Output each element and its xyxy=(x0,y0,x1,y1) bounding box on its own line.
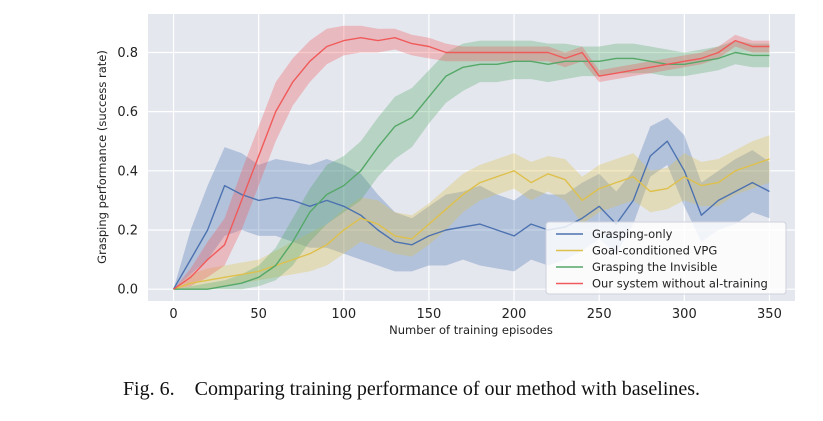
y-tick-label: 0.0 xyxy=(117,283,138,298)
legend-box xyxy=(545,221,787,295)
x-tick-label: 0 xyxy=(169,307,177,322)
y-tick-labels: 0.0 0.2 0.4 0.6 0.8 xyxy=(117,46,138,298)
x-axis-label: Number of training episodes xyxy=(389,323,553,337)
series-line xyxy=(173,158,770,290)
y-tick-label: 0.2 xyxy=(117,223,138,238)
line-chart: 0 50 100 150 200 250 300 350 0.0 0.2 0.4 0.6 0.8 Nu… xyxy=(95,14,795,337)
x-tick-label: 100 xyxy=(331,307,356,322)
legend-label: Goal-conditioned VPG xyxy=(592,244,717,258)
x-tick-label: 150 xyxy=(417,307,442,322)
legend-label: Grasping the Invisible xyxy=(592,260,717,274)
series-band xyxy=(173,25,770,290)
series-line xyxy=(172,140,770,290)
y-tick-label: 0.8 xyxy=(117,46,138,61)
y-tick-label: 0.6 xyxy=(117,105,138,120)
legend: Grasping-only Goal-conditioned VPG Graspin… xyxy=(545,221,787,295)
legend-label: Grasping-only xyxy=(592,227,673,241)
series-lines xyxy=(172,37,770,290)
x-tick-label: 200 xyxy=(502,307,527,322)
y-tick-label: 0.4 xyxy=(117,164,138,179)
series-line xyxy=(173,37,770,290)
x-tick-label: 300 xyxy=(672,307,697,322)
x-tick-label: 50 xyxy=(250,307,267,322)
x-tick-label: 250 xyxy=(587,307,612,322)
y-axis-label: Grasping performance (success rate) xyxy=(95,50,109,264)
x-tick-labels: 0 50 100 150 200 250 300 350 xyxy=(169,307,781,322)
series-band xyxy=(173,40,770,290)
x-tick-label: 350 xyxy=(757,307,782,322)
series-band xyxy=(173,135,770,290)
legend-label: Our system without al-training xyxy=(592,277,768,291)
figure-caption: Fig. 6. Comparing training performance o… xyxy=(122,378,701,400)
